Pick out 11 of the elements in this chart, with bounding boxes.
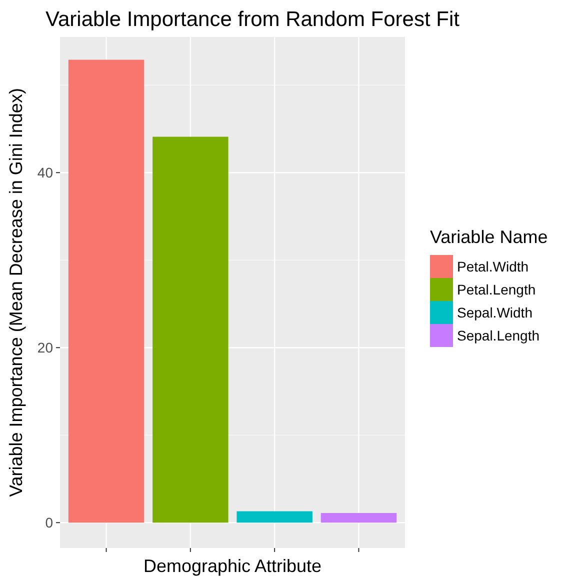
legend-label: Petal.Width xyxy=(457,258,529,274)
chart-title: Variable Importance from Random Forest Fit xyxy=(46,8,460,31)
y-tick-label: 0 xyxy=(45,514,54,531)
legend-title: Variable Name xyxy=(430,227,548,247)
legend-label: Sepal.Length xyxy=(457,327,540,344)
legend-label: Petal.Length xyxy=(457,281,536,298)
legend-label: Sepal.Width xyxy=(457,304,532,320)
x-axis-title: Demographic Attribute xyxy=(143,556,322,576)
y-tick-label: 20 xyxy=(37,340,54,356)
y-tick-label: 40 xyxy=(37,164,54,181)
y-axis-title: Variable Importance (Mean Decrease in Gini Index) xyxy=(6,88,26,497)
